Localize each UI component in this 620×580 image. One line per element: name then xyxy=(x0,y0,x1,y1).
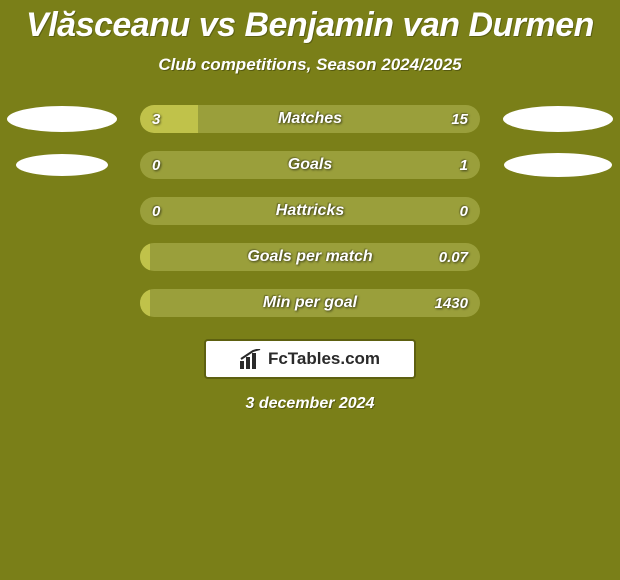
stat-row: Min per goal 1430 xyxy=(0,289,620,317)
stat-value-right: 1 xyxy=(460,157,468,174)
bar-chart-icon xyxy=(240,349,262,369)
stat-label: Goals per match xyxy=(247,248,372,266)
stat-rows: Matches 3 15 Goals 0 1 Hattricks 0 0 Goals per ma… xyxy=(0,105,620,317)
stat-value-right: 1430 xyxy=(435,295,468,312)
player-left-ellipse xyxy=(7,106,117,132)
stat-bar-fill xyxy=(140,243,150,271)
player-left-ellipse xyxy=(16,154,108,176)
comparison-infographic: Vlăsceanu vs Benjamin van Durmen Club co… xyxy=(0,0,620,580)
stat-label: Matches xyxy=(278,110,342,128)
stat-row: Goals 0 1 xyxy=(0,151,620,179)
stat-bar-fill xyxy=(140,289,150,317)
date-line: 3 december 2024 xyxy=(0,395,620,413)
stat-bar: Hattricks 0 0 xyxy=(140,197,480,225)
stat-value-right: 0.07 xyxy=(439,249,468,266)
stat-label: Goals xyxy=(288,156,332,174)
stat-value-left: 3 xyxy=(152,111,160,128)
player-right-ellipse xyxy=(504,153,612,177)
stat-value-left: 0 xyxy=(152,157,160,174)
player-right-ellipse xyxy=(503,106,613,132)
stat-row: Matches 3 15 xyxy=(0,105,620,133)
stat-row: Goals per match 0.07 xyxy=(0,243,620,271)
stat-bar-fill xyxy=(140,105,198,133)
brand-box: FcTables.com xyxy=(204,339,416,379)
stat-value-right: 15 xyxy=(451,111,468,128)
stat-row: Hattricks 0 0 xyxy=(0,197,620,225)
right-ellipse-slot xyxy=(498,153,618,177)
stat-value-right: 0 xyxy=(460,203,468,220)
right-ellipse-slot xyxy=(498,106,618,132)
stat-label: Hattricks xyxy=(276,202,344,220)
stat-bar: Matches 3 15 xyxy=(140,105,480,133)
left-ellipse-slot xyxy=(2,106,122,132)
stat-bar: Goals per match 0.07 xyxy=(140,243,480,271)
subtitle: Club competitions, Season 2024/2025 xyxy=(0,55,620,75)
page-title: Vlăsceanu vs Benjamin van Durmen xyxy=(0,0,620,45)
stat-value-left: 0 xyxy=(152,203,160,220)
stat-label: Min per goal xyxy=(263,294,357,312)
brand-text: FcTables.com xyxy=(268,349,380,369)
stat-bar: Goals 0 1 xyxy=(140,151,480,179)
left-ellipse-slot xyxy=(2,154,122,176)
stat-bar: Min per goal 1430 xyxy=(140,289,480,317)
